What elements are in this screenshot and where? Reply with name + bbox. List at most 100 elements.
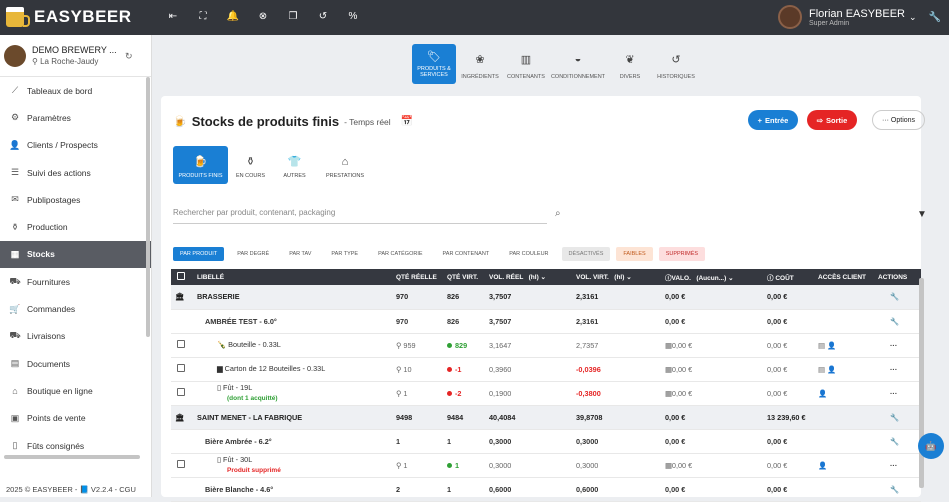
calculator-icon[interactable]: ▦	[665, 340, 672, 350]
filter-supprimes[interactable]: SUPPRIMÉS	[658, 247, 706, 261]
table-row[interactable]: ▆ Carton de 12 Bouteilles - 0.33L ⚲ 10 -1 0…	[171, 357, 921, 382]
calculator-icon[interactable]: ▦	[665, 460, 672, 470]
sync-icon[interactable]: ↻	[125, 51, 133, 61]
sidebar-horizontal-scrollbar[interactable]	[4, 455, 140, 459]
filter-par-degre[interactable]: PAR DEGRÉ	[237, 251, 270, 257]
sidebar-item-documents[interactable]: ▤ Documents	[0, 350, 151, 377]
filter-par-produit[interactable]: PAR PRODUIT	[173, 247, 225, 261]
filter-par-type[interactable]: PAR TYPE	[331, 251, 359, 257]
filter-par-categorie[interactable]: PAR CATÉGORIE	[378, 251, 423, 257]
tab-autres[interactable]: 👕 AUTRES	[273, 146, 316, 184]
actions-menu-icon[interactable]: ···	[878, 381, 921, 406]
wrench-icon[interactable]: 🔧	[878, 285, 921, 310]
person-icon[interactable]: 👤	[818, 460, 828, 470]
filter-par-contenant[interactable]: PAR CONTENANT	[442, 251, 490, 257]
sidebar-item-production[interactable]: ⚱ Production	[0, 213, 151, 240]
row-checkbox[interactable]	[177, 340, 185, 348]
tab-produits-services[interactable]: 🏷 PRODUITS & SERVICES	[412, 44, 456, 84]
sidebar-item-clients-prospects[interactable]: 👤 Clients / Prospects	[0, 132, 151, 159]
col-cout[interactable]: ⓘ COÛT	[767, 269, 818, 285]
sortie-button[interactable]: ⇨ Sortie	[807, 110, 857, 130]
sidebar-item-stocks[interactable]: ▦ Stocks	[0, 240, 151, 269]
wrench-icon[interactable]: 🔧	[928, 11, 941, 23]
collapse-menu-icon[interactable]: ⇤	[168, 11, 178, 22]
col-qte-reelle[interactable]: QTÉ RÉELLE	[396, 269, 447, 285]
wrench-icon[interactable]: 🔧	[878, 477, 921, 502]
info-icon: ⓘ	[665, 275, 672, 282]
calendar-icon[interactable]: ▤	[818, 340, 825, 350]
assistant-bot-icon[interactable]: 🤖	[918, 433, 944, 459]
user-menu[interactable]: Florian EASYBEER Super Admin ⌄ 🔧	[778, 5, 941, 29]
col-qte-virt[interactable]: QTÉ VIRT.	[447, 269, 489, 285]
row-checkbox[interactable]	[177, 364, 185, 372]
help-icon[interactable]: ⊗	[258, 11, 268, 22]
calculator-icon[interactable]: ▦	[665, 364, 672, 374]
fullscreen-icon[interactable]: ⛶	[199, 11, 207, 22]
wrench-icon[interactable]: 🔧	[878, 429, 921, 454]
person-icon[interactable]: 👤	[826, 364, 837, 374]
vol-reel: 3,7507	[489, 309, 576, 334]
col-libelle[interactable]: LIBELLÉ	[197, 269, 396, 285]
sidebar-item-commandes[interactable]: 🛒 Commandes	[0, 295, 151, 322]
person-icon[interactable]: 👤	[818, 388, 828, 398]
tab-prestations[interactable]: ⌂ PRESTATIONS	[317, 146, 373, 184]
table-row[interactable]: 🏛 BRASSERIE 970 826 3,7507 2,3161 0,00 €0,00 €…	[171, 285, 921, 310]
row-checkbox[interactable]	[177, 460, 185, 468]
actions-menu-icon[interactable]: ···	[878, 357, 921, 382]
table-row[interactable]: ▯ Fût - 19L (dont 1 acquitté) ⚲ 1 -2 0,1900-…	[171, 381, 921, 406]
sidebar-item-fournitures[interactable]: ⛟ Fournitures	[0, 268, 151, 295]
filter-desactives[interactable]: DÉSACTIVÉS	[561, 247, 611, 261]
actions-menu-icon[interactable]: ···	[878, 333, 921, 358]
sidebar-item-boutique-en-ligne[interactable]: ⌂ Boutique en ligne	[0, 377, 151, 404]
filter-par-tav[interactable]: PAR TAV	[289, 251, 312, 257]
wrench-icon[interactable]: 🔧	[878, 405, 921, 430]
app-logo[interactable]: EASYBEER	[6, 7, 132, 27]
table-row[interactable]: 🍾 Bouteille - 0.33L ⚲ 959 829 3,1647 2,7357 ▦…	[171, 333, 921, 358]
filter-faibles[interactable]: FAIBLES	[616, 247, 653, 261]
entree-button[interactable]: + Entrée	[748, 110, 798, 130]
search-input[interactable]: Rechercher par produit, contenant, packa…	[173, 206, 547, 224]
chat-icon[interactable]: ❐	[288, 11, 298, 22]
options-button[interactable]: ··· Options	[872, 110, 925, 130]
sidebar-scrollbar[interactable]	[146, 77, 150, 337]
sidebar-item-f-ts-consign-s[interactable]: ▯ Fûts consignés	[0, 432, 151, 459]
filter-icon[interactable]: ▼	[917, 209, 927, 220]
percent-icon[interactable]: %	[348, 11, 358, 22]
history-icon[interactable]: ↺	[318, 11, 328, 22]
tab-contenants[interactable]: ▥ CONTENANTS	[504, 44, 548, 84]
tab-conditionnement[interactable]: ◒ CONDITIONNEMENT	[550, 44, 606, 84]
table-row[interactable]: AMBRÉE TEST - 6.0° 970 826 3,7507 2,3161 0,00…	[171, 309, 921, 334]
wrench-icon[interactable]: 🔧	[878, 309, 921, 334]
col-vol-virt[interactable]: VOL. VIRT. (hl) ⌄	[576, 269, 665, 285]
content-scrollbar[interactable]	[919, 278, 924, 488]
tab-historiques[interactable]: ↺ HISTORIQUES	[654, 44, 698, 84]
sidebar-item-param-tres[interactable]: ⚙ Paramètres	[0, 104, 151, 131]
table-row[interactable]: ▯ Fût - 30L Produit supprimé ⚲ 1 1 0,3000 0,3…	[171, 453, 921, 478]
sidebar-item-livraisons[interactable]: ⛟ Livraisons	[0, 323, 151, 350]
sidebar-item-points-de-vente[interactable]: ▣ Points de vente	[0, 405, 151, 432]
select-all-checkbox[interactable]	[177, 272, 185, 280]
brewery-selector[interactable]: DEMO BREWERY ... ⚲ La Roche-Jaudy ↻	[0, 35, 151, 77]
tab-en-cours[interactable]: ⚱ EN COURS	[229, 146, 272, 184]
filter-par-couleur[interactable]: PAR COULEUR	[509, 251, 549, 257]
bell-icon[interactable]: 🔔	[226, 11, 240, 22]
tab-divers[interactable]: ❦ DIVERS	[608, 44, 652, 84]
row-label: AMBRÉE TEST - 6.0°	[197, 309, 396, 334]
calculator-icon[interactable]: ▦	[665, 388, 672, 398]
tab-produits-finis[interactable]: 🍺 PRODUITS FINIS	[173, 146, 228, 184]
calendar-icon[interactable]: ▤	[818, 364, 825, 374]
table-row[interactable]: Bière Blanche - 4.6° 2 1 0,6000 0,6000 0,00 €…	[171, 477, 921, 502]
col-valo[interactable]: ⓘVALO. (Aucun...) ⌄	[665, 269, 767, 285]
sidebar-item-tableaux-de-bord[interactable]: ⟋ Tableaux de bord	[0, 77, 151, 104]
sidebar-item-suivi-des-actions[interactable]: ☰ Suivi des actions	[0, 159, 151, 186]
sidebar-item-publipostages[interactable]: ✉ Publipostages	[0, 186, 151, 213]
calendar-icon[interactable]: 📅	[400, 116, 414, 127]
actions-menu-icon[interactable]: ···	[878, 453, 921, 478]
person-icon[interactable]: 👤	[826, 340, 837, 350]
table-row[interactable]: Bière Ambrée - 6.2° 1 1 0,3000 0,3000 0,00 €0…	[171, 429, 921, 454]
row-checkbox[interactable]	[177, 388, 185, 396]
search-icon[interactable]: ⌕	[555, 208, 561, 219]
col-vol-reel[interactable]: VOL. RÉEL (hl) ⌄	[489, 269, 576, 285]
table-row[interactable]: 🏛 SAINT MENET - LA FABRIQUE 9498 9484 40,408…	[171, 405, 921, 430]
tab-ingredients[interactable]: ❀ INGRÉDIENTS	[458, 44, 502, 84]
